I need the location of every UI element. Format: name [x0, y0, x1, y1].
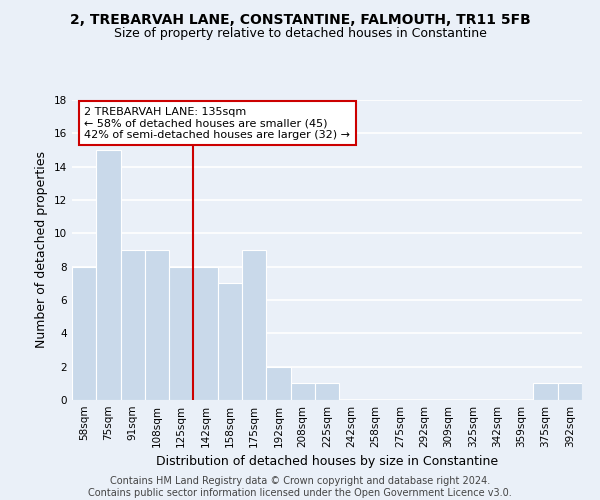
- Bar: [315, 384, 339, 400]
- Bar: [290, 384, 315, 400]
- Y-axis label: Number of detached properties: Number of detached properties: [35, 152, 49, 348]
- Bar: [266, 366, 290, 400]
- Bar: [193, 266, 218, 400]
- Bar: [218, 284, 242, 400]
- Bar: [169, 266, 193, 400]
- Bar: [242, 250, 266, 400]
- Text: Size of property relative to detached houses in Constantine: Size of property relative to detached ho…: [113, 28, 487, 40]
- Text: 2 TREBARVAH LANE: 135sqm
← 58% of detached houses are smaller (45)
42% of semi-d: 2 TREBARVAH LANE: 135sqm ← 58% of detach…: [84, 106, 350, 140]
- Bar: [558, 384, 582, 400]
- Bar: [96, 150, 121, 400]
- X-axis label: Distribution of detached houses by size in Constantine: Distribution of detached houses by size …: [156, 456, 498, 468]
- Bar: [121, 250, 145, 400]
- Text: 2, TREBARVAH LANE, CONSTANTINE, FALMOUTH, TR11 5FB: 2, TREBARVAH LANE, CONSTANTINE, FALMOUTH…: [70, 12, 530, 26]
- Bar: [533, 384, 558, 400]
- Bar: [145, 250, 169, 400]
- Text: Contains HM Land Registry data © Crown copyright and database right 2024.
Contai: Contains HM Land Registry data © Crown c…: [88, 476, 512, 498]
- Bar: [72, 266, 96, 400]
